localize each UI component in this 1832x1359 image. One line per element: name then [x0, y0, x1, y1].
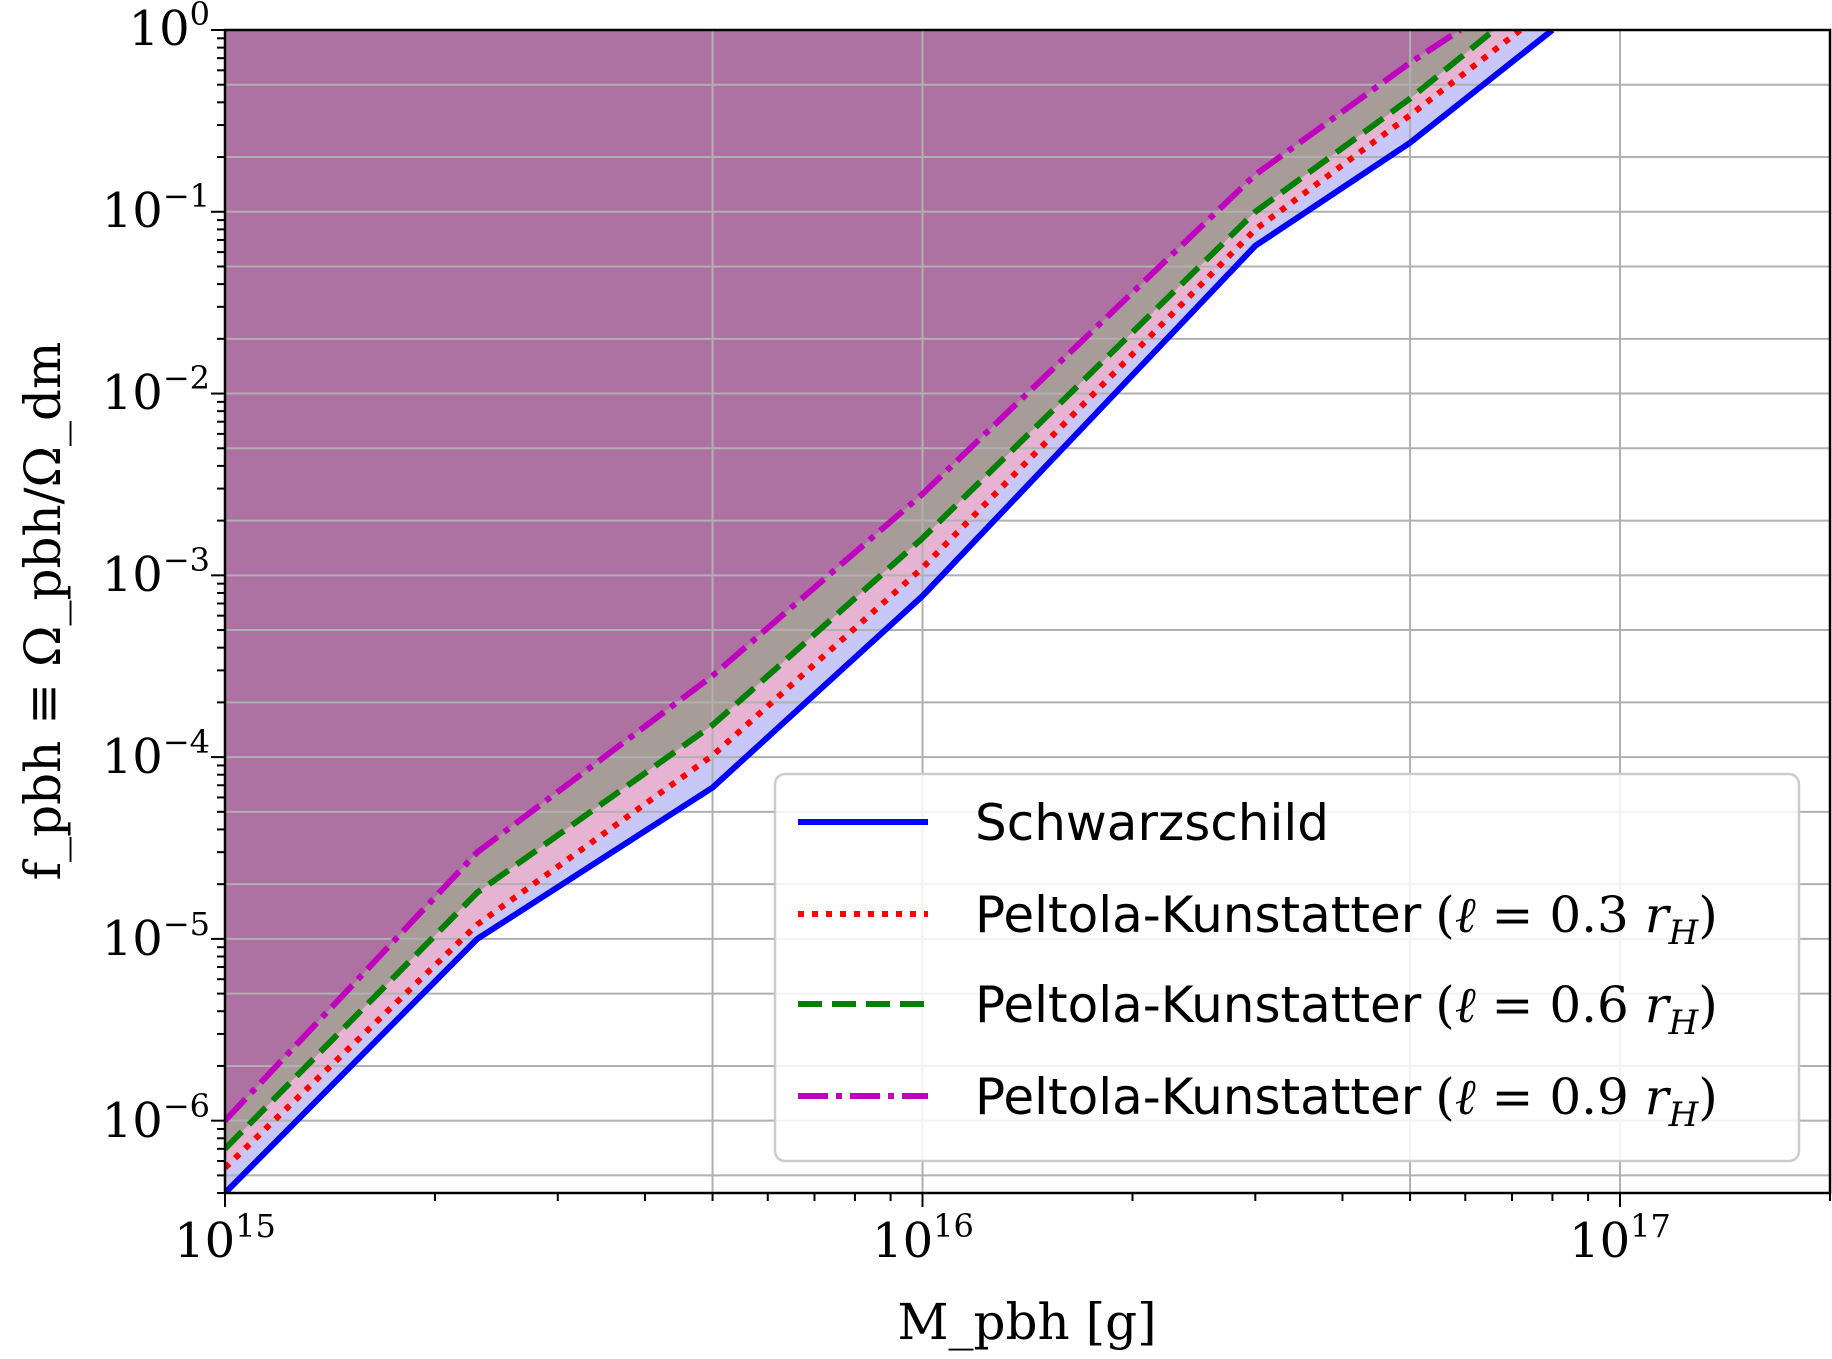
x-tick-label-2: 1017 — [1569, 1207, 1671, 1269]
y-tick-label-4: 10−4 — [102, 723, 210, 785]
y-tick-label-2: 10−2 — [102, 359, 210, 421]
plot-frame — [223, 28, 1832, 1195]
x-tick-label-0: 1015 — [174, 1207, 276, 1269]
y-tick-labels: 100 10−1 10−2 10−3 10−4 10−5 10−6 — [102, 0, 210, 1149]
y-tick-label-3: 10−3 — [102, 541, 210, 603]
legend-box — [773, 772, 1801, 1163]
y-axis-label: f_pbh ≡ Ω_pbh/Ω_dm — [14, 342, 72, 881]
legend-label-pk-06: Peltola-Kunstatter (ℓ = 0.6 rH) — [975, 976, 1718, 1043]
series-line-1 — [225, 30, 1523, 1171]
series-line-0 — [225, 30, 1555, 1193]
series-line-2 — [225, 30, 1497, 1151]
region-fills — [225, 30, 1553, 1193]
legend-label-pk-03: Peltola-Kunstatter (ℓ = 0.3 rH) — [975, 886, 1718, 953]
x-tick-label-1: 1016 — [872, 1207, 974, 1269]
y-tick-label-5: 10−5 — [102, 905, 210, 967]
legend-label-schwarzschild: Schwarzschild — [975, 794, 1329, 852]
legend: Schwarzschild Peltola-Kunstatter (ℓ = 0.3… — [773, 772, 1801, 1163]
axis-ticks — [211, 29, 1831, 1207]
legend-label-pk-09: Peltola-Kunstatter (ℓ = 0.9 rH) — [975, 1068, 1718, 1135]
y-tick-label-6: 10−6 — [102, 1087, 210, 1149]
x-axis-label: M_pbh [g] — [897, 1293, 1156, 1351]
x-tick-labels: 1015 1016 1017 — [174, 1207, 1671, 1269]
y-tick-label-1: 10−1 — [102, 177, 210, 239]
series-lines — [225, 30, 1555, 1193]
series-line-3 — [225, 30, 1462, 1123]
excluded-region-3 — [225, 30, 1461, 1121]
y-tick-label-0: 100 — [129, 0, 210, 57]
